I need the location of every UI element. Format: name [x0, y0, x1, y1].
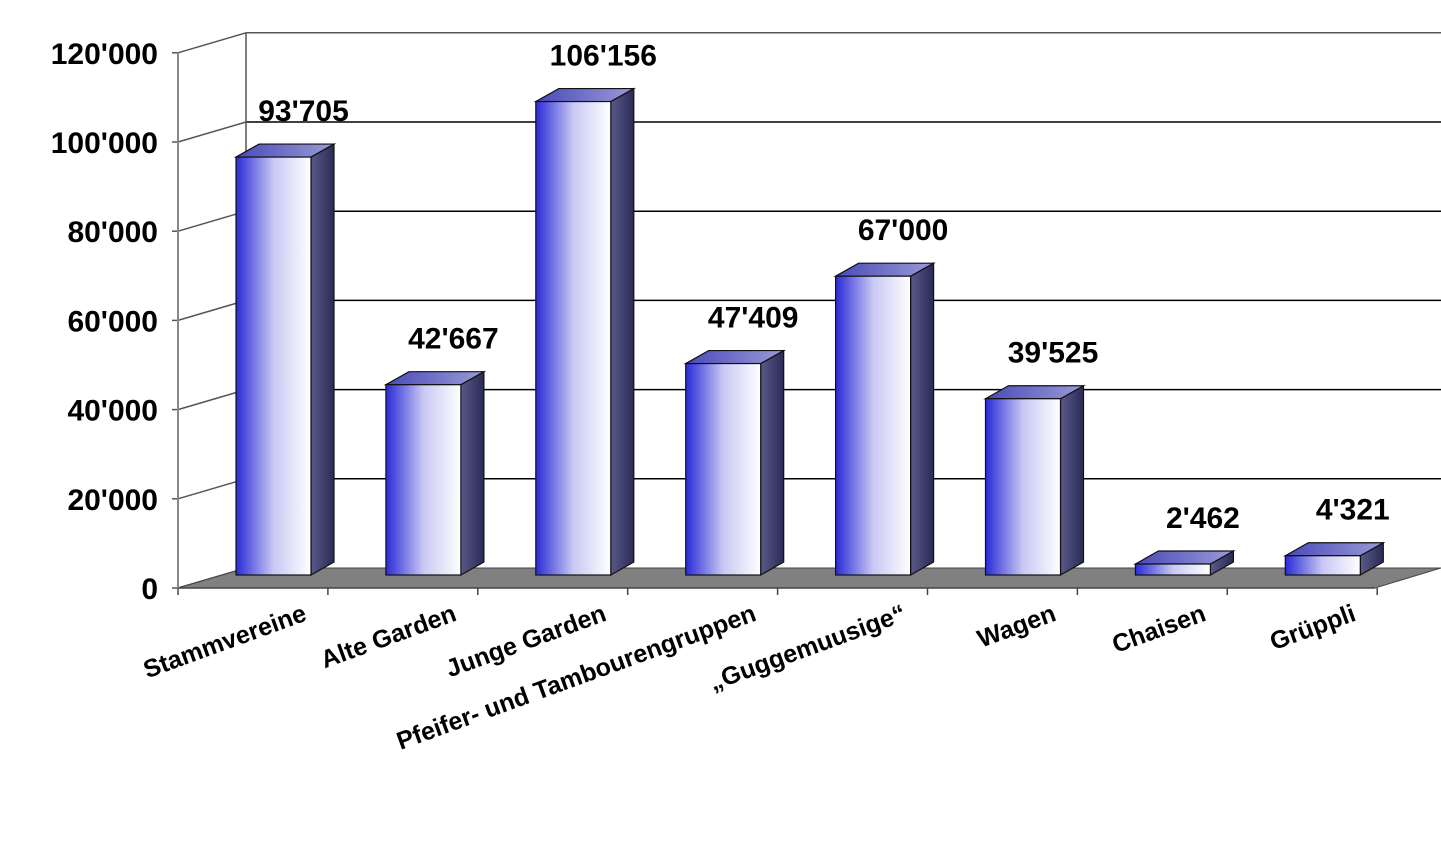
- category-label: Alte Garden: [317, 599, 460, 674]
- y-tick-label: 60'000: [67, 305, 158, 338]
- y-tick-label: 120'000: [51, 38, 158, 71]
- bar-front: [1134, 563, 1212, 576]
- floor: [177, 567, 1441, 589]
- y-axis: 0 20'000 40'000 60'000 80'000 100'000 120'000: [51, 38, 179, 606]
- side-gridline: [177, 210, 247, 232]
- category-label: Chaisen: [1108, 599, 1209, 659]
- data-label: 2'462: [1166, 502, 1240, 535]
- bar: [1133, 549, 1236, 577]
- bar: [1283, 541, 1386, 577]
- side-gridline: [177, 299, 247, 322]
- bar: [233, 143, 337, 577]
- bar-side: [310, 143, 335, 577]
- y-tick-label: 20'000: [67, 484, 158, 517]
- data-label: 67'000: [858, 214, 949, 247]
- bar-front: [385, 384, 462, 576]
- bar-front: [235, 156, 312, 576]
- data-label: 4'321: [1316, 494, 1390, 527]
- bar-front: [834, 275, 912, 576]
- bar-side: [610, 87, 635, 577]
- category-label: Grüppli: [1266, 599, 1359, 656]
- category-label: Wagen: [974, 599, 1060, 653]
- plot-background: [177, 32, 1441, 589]
- side-gridline: [177, 121, 247, 143]
- y-tick-label: 40'000: [67, 395, 158, 428]
- y-tick-label: 0: [141, 573, 158, 606]
- side-gridline: [177, 32, 247, 54]
- bar-front: [685, 362, 762, 576]
- side-gridline: [177, 388, 247, 411]
- data-label: 42'667: [408, 323, 499, 356]
- bar: [833, 262, 936, 577]
- bar-front: [984, 398, 1062, 576]
- y-tick-label: 100'000: [51, 127, 158, 160]
- bar: [533, 87, 637, 577]
- plot-floor: [177, 567, 1441, 595]
- bar-side: [760, 349, 785, 577]
- data-label: 47'409: [708, 302, 799, 335]
- side-gridline: [177, 478, 247, 500]
- bar-side: [909, 262, 935, 577]
- bar: [683, 349, 786, 577]
- bar-side: [460, 370, 485, 577]
- bar: [383, 370, 487, 577]
- bars: [233, 87, 1386, 577]
- bar-front: [535, 100, 612, 576]
- data-label: 93'705: [258, 95, 349, 128]
- category-label: Stammvereine: [140, 599, 310, 684]
- bar-side: [1059, 384, 1085, 577]
- bar: [983, 384, 1086, 577]
- y-tick-label: 80'000: [67, 216, 158, 249]
- data-label: 106'156: [550, 40, 657, 73]
- bar-front: [1284, 555, 1361, 576]
- data-label: 39'525: [1008, 337, 1099, 370]
- data-labels: 93'705 42'667 106'156 47'409 67'000 39'525 2'4…: [258, 40, 1390, 535]
